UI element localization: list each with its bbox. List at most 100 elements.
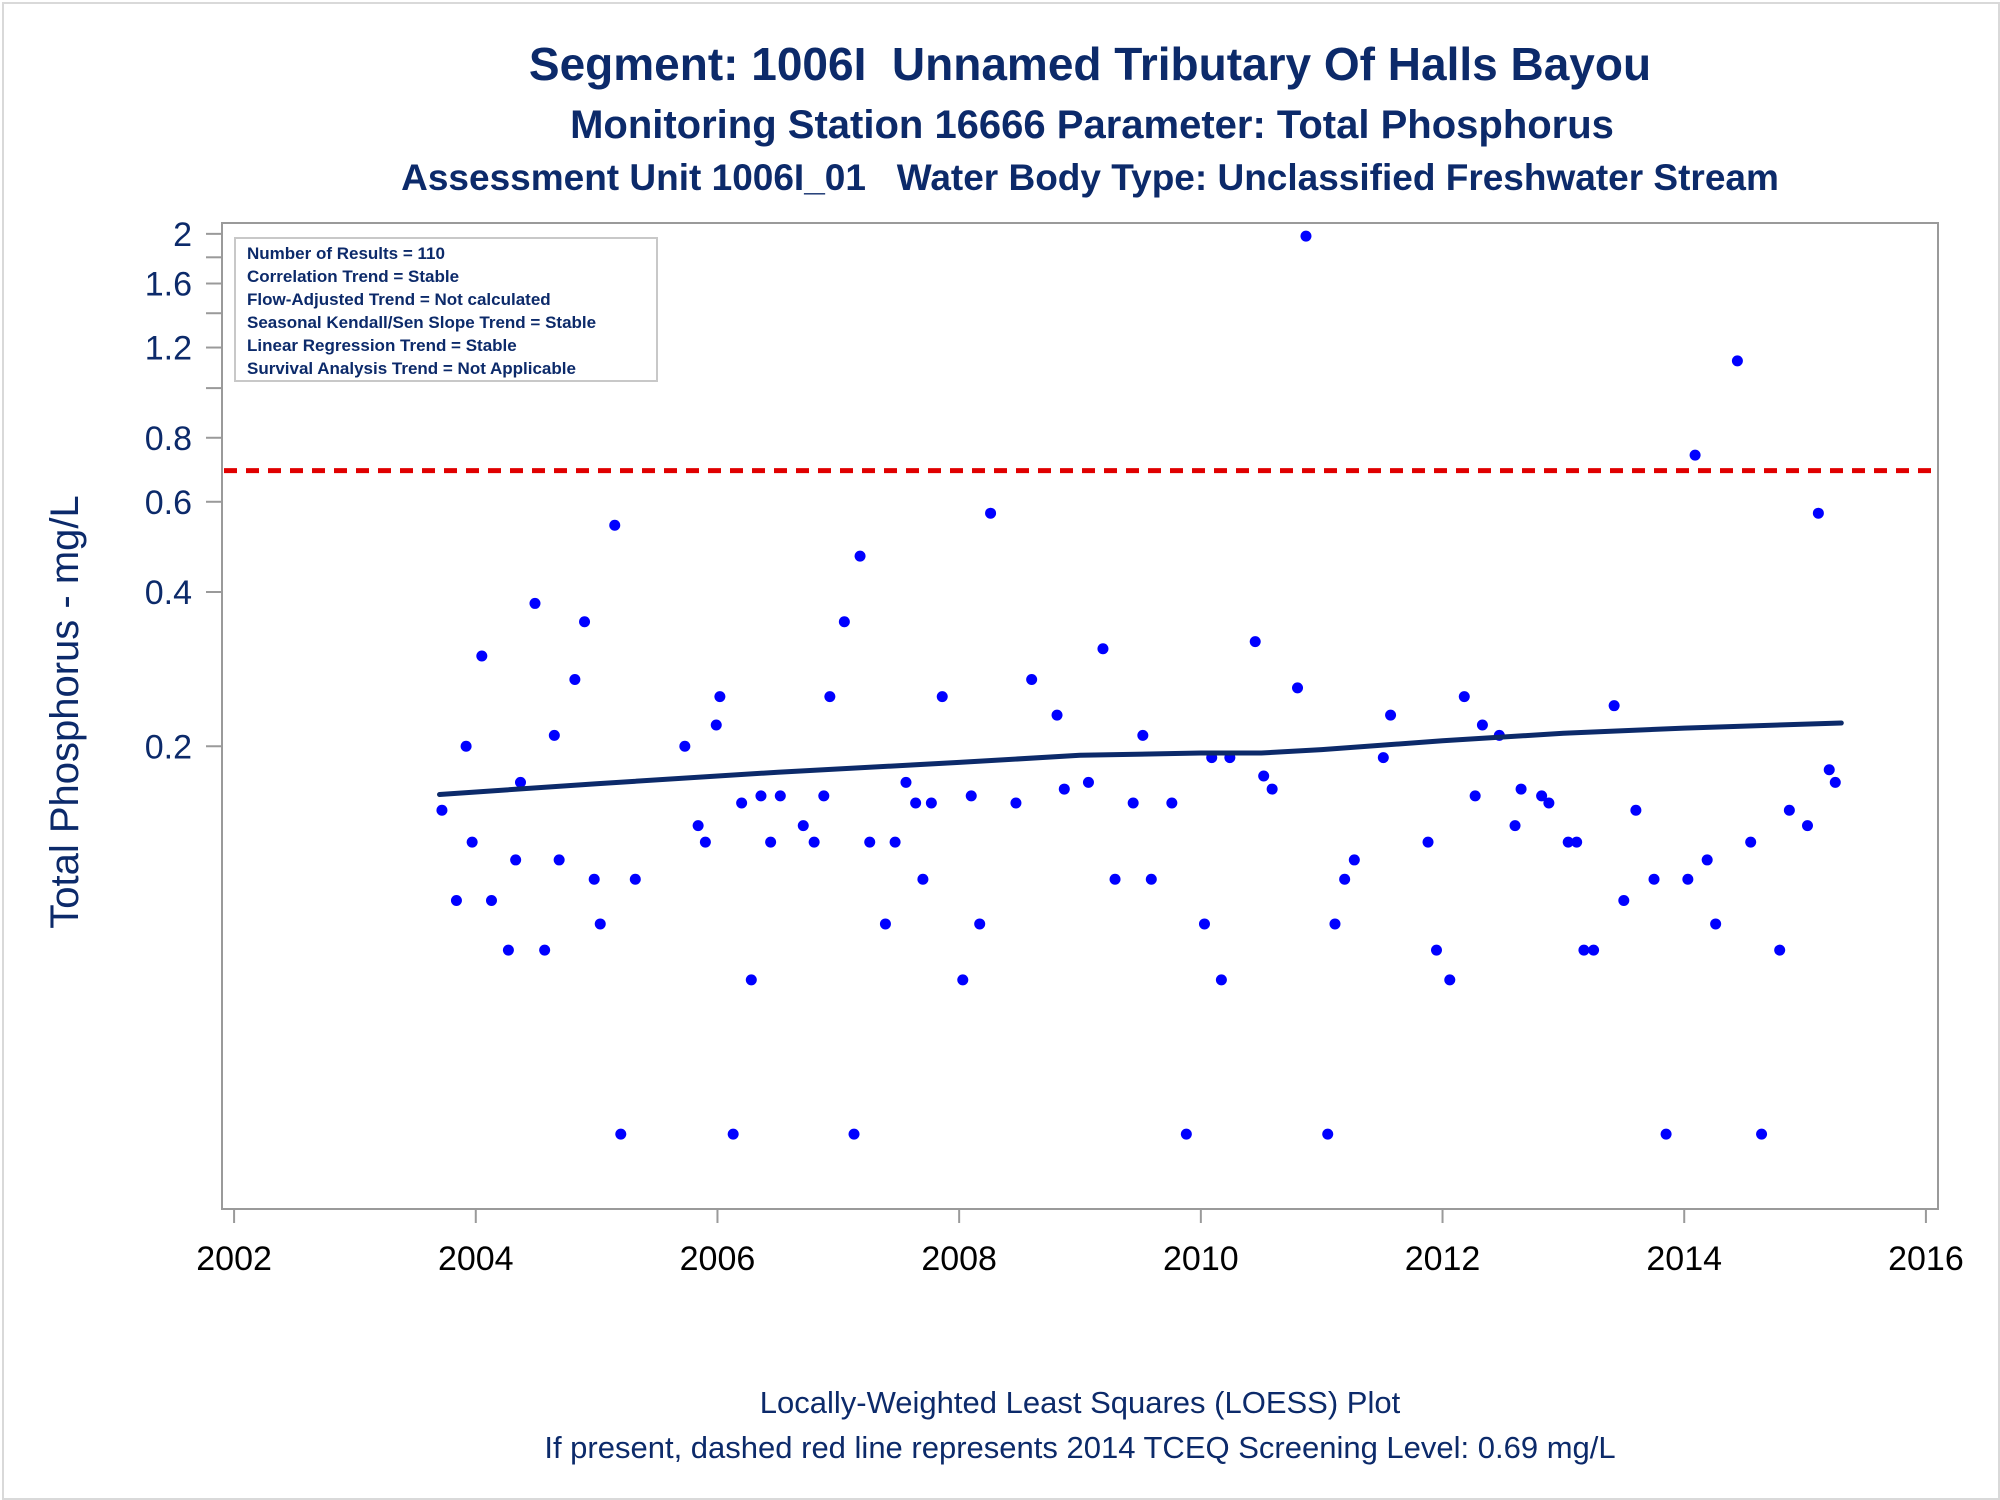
data-point: [609, 519, 621, 531]
data-point: [1823, 764, 1835, 776]
data-point: [1348, 854, 1360, 866]
data-point: [1536, 790, 1548, 802]
data-point: [714, 691, 726, 703]
x-tick-label: 2016: [1888, 1240, 1964, 1278]
data-point: [755, 790, 767, 802]
data-point: [1322, 1128, 1334, 1140]
data-point: [1339, 873, 1351, 885]
data-point: [917, 873, 929, 885]
data-point: [1166, 797, 1178, 809]
data-point: [615, 1128, 627, 1140]
y-axis-label: Total Phosphorus - mg/L: [43, 495, 87, 929]
data-point: [1689, 449, 1701, 461]
stats-line: Seasonal Kendall/Sen Slope Trend = Stabl…: [247, 313, 596, 332]
data-point: [1444, 974, 1456, 986]
data-point: [485, 895, 497, 907]
data-point: [1137, 729, 1149, 741]
data-point: [797, 820, 809, 832]
data-point: [936, 691, 948, 703]
stats-line: Linear Regression Trend = Stable: [247, 336, 517, 355]
data-point: [848, 1128, 860, 1140]
data-point: [957, 974, 969, 986]
footnote-screening: If present, dashed red line represents 2…: [544, 1430, 1615, 1465]
data-point: [450, 895, 462, 907]
y-tick-label: 1.2: [145, 330, 192, 368]
data-point: [1058, 783, 1070, 795]
data-point: [765, 836, 777, 848]
data-point: [553, 854, 565, 866]
data-point: [692, 820, 704, 832]
data-point: [1578, 944, 1590, 956]
data-point: [900, 776, 912, 788]
data-point: [736, 797, 748, 809]
data-point: [1648, 873, 1660, 885]
data-point: [699, 836, 711, 848]
data-point: [1109, 873, 1121, 885]
data-point: [1812, 507, 1824, 519]
data-point: [588, 873, 600, 885]
data-point: [1801, 820, 1813, 832]
data-point: [1745, 836, 1757, 848]
data-point: [1258, 770, 1270, 782]
y-tick-label: 0.2: [145, 728, 192, 766]
data-point: [824, 691, 836, 703]
x-tick-label: 2014: [1646, 1240, 1722, 1278]
data-point: [502, 944, 514, 956]
data-point: [925, 797, 937, 809]
data-point: [1701, 854, 1713, 866]
data-point: [1377, 752, 1389, 764]
chart-subtitle2: Assessment Unit 1006I_01 Water Body Type…: [401, 157, 1779, 198]
data-point: [1026, 673, 1038, 685]
chart-subtitle: Monitoring Station 16666 Parameter: Tota…: [570, 103, 1614, 147]
data-point: [514, 776, 526, 788]
data-point: [974, 918, 986, 930]
data-point: [1082, 776, 1094, 788]
data-point: [1571, 836, 1583, 848]
data-point: [1476, 719, 1488, 731]
data-point: [1509, 820, 1521, 832]
x-tick-label: 2006: [680, 1240, 756, 1278]
data-point: [1562, 836, 1574, 848]
data-point: [1630, 804, 1642, 816]
plot-frame: [221, 222, 1939, 1210]
data-point: [727, 1128, 739, 1140]
data-point: [1774, 944, 1786, 956]
data-point: [1682, 873, 1694, 885]
data-point: [1608, 700, 1620, 712]
data-point: [579, 616, 591, 628]
x-tick-label: 2012: [1405, 1240, 1481, 1278]
data-point: [1829, 776, 1841, 788]
data-point: [569, 673, 581, 685]
stats-line: Survival Analysis Trend = Not Applicable: [247, 359, 576, 378]
data-point: [889, 836, 901, 848]
data-point: [985, 507, 997, 519]
data-point: [1292, 682, 1304, 694]
data-point: [745, 974, 757, 986]
data-point: [1215, 974, 1227, 986]
data-point: [1543, 797, 1555, 809]
y-tick-label: 2: [173, 216, 192, 254]
data-point: [1198, 918, 1210, 930]
data-point: [548, 729, 560, 741]
data-point: [594, 918, 606, 930]
data-point: [965, 790, 977, 802]
y-tick-label: 0.6: [145, 484, 192, 522]
y-tick-label: 0.8: [145, 420, 192, 458]
data-point: [1458, 691, 1470, 703]
data-point: [1329, 918, 1341, 930]
stats-line: Correlation Trend = Stable: [247, 267, 459, 286]
data-point: [910, 797, 922, 809]
data-point: [864, 836, 876, 848]
x-tick-label: 2008: [921, 1240, 997, 1278]
data-point: [466, 836, 478, 848]
data-point: [1756, 1128, 1768, 1140]
data-point: [1300, 230, 1312, 242]
data-point: [838, 616, 850, 628]
stats-line: Flow-Adjusted Trend = Not calculated: [247, 290, 551, 309]
loess-curve: [437, 720, 1844, 797]
x-tick-label: 2002: [196, 1240, 272, 1278]
x-tick-label: 2010: [1163, 1240, 1239, 1278]
y-tick-label: 1.6: [145, 266, 192, 304]
